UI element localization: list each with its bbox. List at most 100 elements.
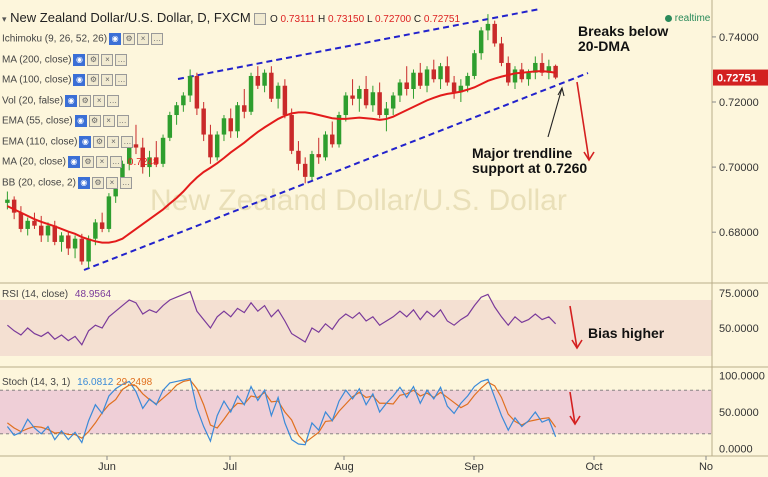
more-icon[interactable]: … xyxy=(151,33,164,45)
candle-body xyxy=(99,222,105,229)
time-tick-label: Oct xyxy=(585,461,602,473)
candle-body xyxy=(194,75,200,109)
rsi-tick-label: 75.0000 xyxy=(719,288,759,300)
candle-body xyxy=(539,62,545,73)
more-icon[interactable]: … xyxy=(119,176,132,189)
settings-icon[interactable]: ⚙ xyxy=(88,115,101,127)
eye-icon[interactable]: ◉ xyxy=(77,176,90,189)
candle-body xyxy=(208,134,213,158)
settings-icon[interactable]: ⚙ xyxy=(93,135,106,148)
visibility-icon[interactable] xyxy=(254,12,267,25)
close-icon[interactable]: × xyxy=(107,135,120,148)
indicator-row[interactable]: MA (100, close) ◉ ⚙ ×… xyxy=(2,74,128,86)
settings-icon[interactable]: ⚙ xyxy=(91,176,104,189)
candle-body xyxy=(431,69,437,80)
eye-icon[interactable]: ◉ xyxy=(74,115,87,127)
close-icon[interactable]: × xyxy=(105,176,118,189)
candle-body xyxy=(66,235,71,249)
indicator-row[interactable]: Ichimoku (9, 26, 52, 26) ◉ ⚙ ×… xyxy=(2,33,164,45)
time-tick-label: No xyxy=(699,461,713,473)
indicator-row[interactable]: EMA (55, close) ◉ ⚙ ×… xyxy=(2,115,129,127)
candle-body xyxy=(458,85,464,93)
candle-body xyxy=(242,105,247,112)
lower-trendline xyxy=(83,72,589,271)
candle-body xyxy=(506,62,511,83)
candle-body xyxy=(350,95,355,99)
settings-icon[interactable]: ⚙ xyxy=(87,53,100,66)
candle-body xyxy=(5,199,10,203)
candle-body xyxy=(154,157,159,164)
candle-body xyxy=(59,235,64,242)
more-icon[interactable]: … xyxy=(115,74,128,86)
indicator-row[interactable]: EMA (110, close) ◉ ⚙ ×… xyxy=(2,135,134,148)
indicator-label: Vol (20, false) xyxy=(2,95,64,107)
candle-body xyxy=(533,62,538,73)
price-tick-label: 0.68000 xyxy=(719,227,759,239)
more-icon[interactable]: … xyxy=(109,156,122,168)
candle-body xyxy=(214,134,220,158)
candle-body xyxy=(79,238,85,262)
candle-body xyxy=(418,72,423,86)
more-icon[interactable]: … xyxy=(107,94,120,107)
indicator-label: EMA (55, close) xyxy=(2,115,73,127)
candle-body xyxy=(72,238,78,249)
candle-body xyxy=(52,225,57,242)
candle-body xyxy=(465,75,470,86)
settings-icon[interactable]: ⚙ xyxy=(79,94,92,107)
current-price-label: 0.72751 xyxy=(717,73,757,85)
close-icon[interactable]: × xyxy=(101,74,114,86)
more-icon[interactable]: … xyxy=(116,115,129,127)
stoch-tick-label: 100.0000 xyxy=(719,371,765,383)
settings-icon[interactable]: ⚙ xyxy=(123,33,136,45)
candle-body xyxy=(377,92,382,116)
candle-body xyxy=(370,92,376,106)
time-tick-label: Jul xyxy=(223,461,237,473)
close-icon[interactable]: × xyxy=(93,94,106,107)
price-tick-label: 0.70000 xyxy=(719,162,759,174)
more-icon[interactable]: … xyxy=(115,53,128,66)
eye-icon[interactable]: ◉ xyxy=(73,53,86,66)
candle-body xyxy=(181,95,186,106)
eye-icon[interactable]: ◉ xyxy=(67,156,80,168)
candle-body xyxy=(336,115,342,145)
candle-body xyxy=(275,85,281,99)
candle-body xyxy=(363,88,369,106)
close-icon[interactable]: × xyxy=(137,33,150,45)
close-icon[interactable]: × xyxy=(102,115,115,127)
settings-icon[interactable]: ⚙ xyxy=(81,156,94,168)
candle-body xyxy=(323,134,328,158)
indicator-row[interactable]: MA (20, close) ◉ ⚙ ×… 0.7248 xyxy=(2,156,159,168)
candle-body xyxy=(160,137,166,164)
candle-body xyxy=(120,163,125,184)
candle-body xyxy=(330,134,335,145)
candle-body xyxy=(86,238,91,262)
indicator-row[interactable]: MA (200, close) ◉ ⚙ ×… xyxy=(2,53,128,66)
black-arrow-support-head xyxy=(557,86,565,97)
candle-body xyxy=(235,105,240,132)
more-icon[interactable]: … xyxy=(121,135,134,148)
indicator-row[interactable]: Vol (20, false) ◉ ⚙ ×… xyxy=(2,94,120,107)
indicator-label: EMA (110, close) xyxy=(2,136,78,148)
stoch-tick-label: 50.0000 xyxy=(719,407,759,419)
candle-body xyxy=(93,222,98,239)
eye-icon[interactable]: ◉ xyxy=(79,135,92,148)
eye-icon[interactable]: ◉ xyxy=(73,74,86,86)
candle-body xyxy=(167,115,173,138)
eye-icon[interactable]: ◉ xyxy=(109,33,122,45)
eye-icon[interactable]: ◉ xyxy=(65,94,78,107)
candle-body xyxy=(519,69,525,80)
red-arrow-rsi xyxy=(569,305,578,349)
collapse-icon[interactable]: ▾ xyxy=(2,14,7,24)
close-icon[interactable]: × xyxy=(95,156,108,168)
candle-body xyxy=(11,199,17,213)
candle-body xyxy=(187,75,193,96)
close-icon[interactable]: × xyxy=(101,53,114,66)
indicator-row[interactable]: BB (20, close, 2) ◉ ⚙ ×… xyxy=(2,176,132,189)
candle-body xyxy=(147,157,152,168)
candle-body xyxy=(269,72,274,99)
candle-body xyxy=(546,66,552,73)
settings-icon[interactable]: ⚙ xyxy=(87,74,100,86)
red-arrow-price xyxy=(576,81,590,161)
candle-body xyxy=(126,144,132,164)
price-tick-label: 0.74000 xyxy=(719,32,759,44)
